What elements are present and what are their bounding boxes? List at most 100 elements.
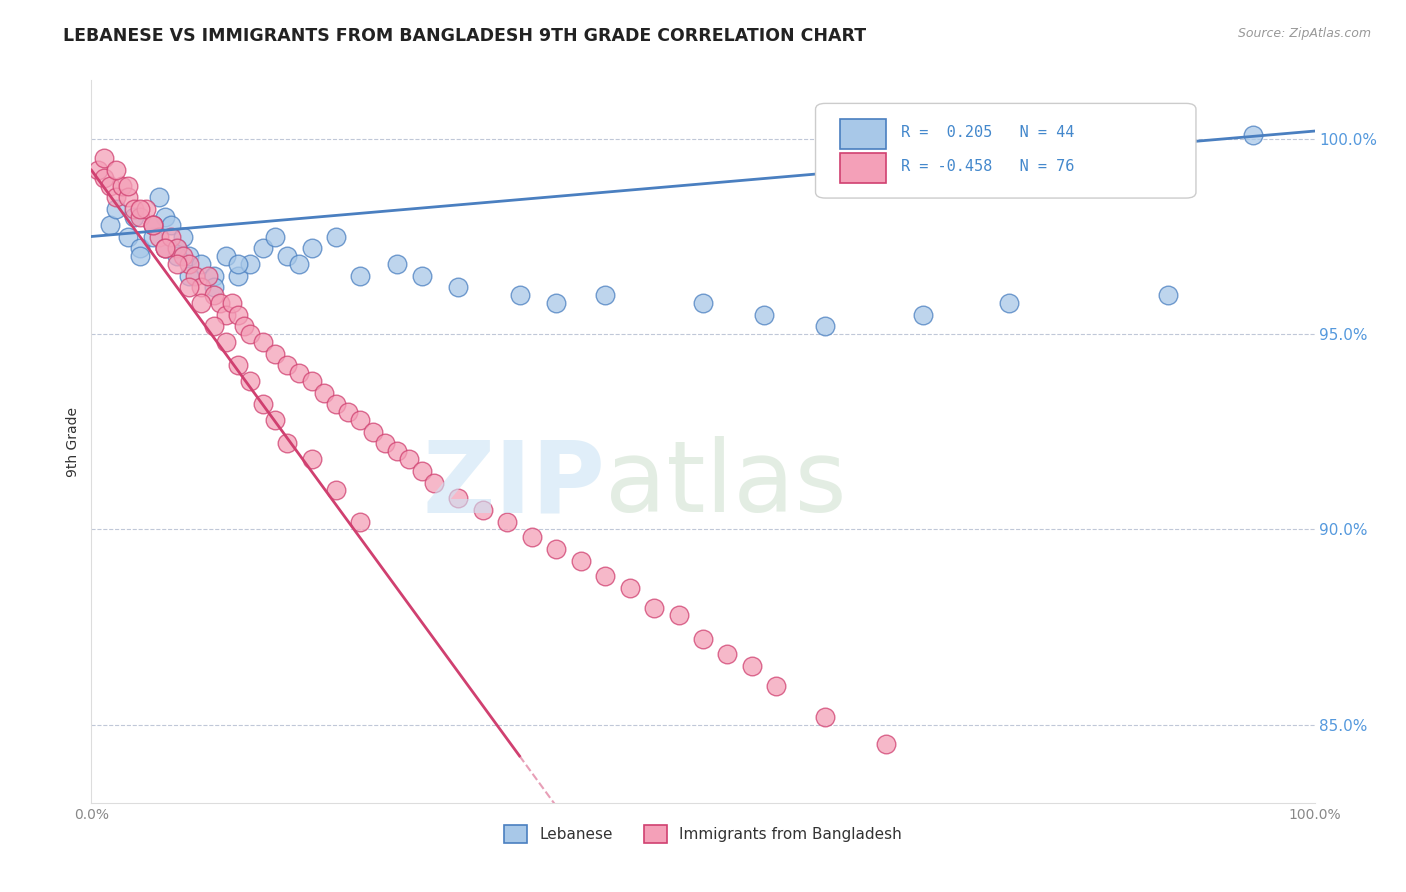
Text: ZIP: ZIP	[422, 436, 605, 533]
Point	[129, 249, 152, 263]
Point	[239, 257, 262, 271]
Point	[129, 210, 152, 224]
Point	[1157, 288, 1180, 302]
Point	[423, 475, 446, 490]
Point	[325, 229, 347, 244]
Point	[264, 229, 287, 244]
Point	[765, 679, 787, 693]
Point	[520, 530, 543, 544]
Text: R =  0.205   N = 44: R = 0.205 N = 44	[901, 125, 1074, 140]
Point	[276, 436, 298, 450]
Point	[179, 280, 201, 294]
Point	[411, 464, 433, 478]
Point	[1243, 128, 1265, 142]
Point	[153, 241, 176, 255]
Point	[692, 296, 714, 310]
FancyBboxPatch shape	[839, 153, 887, 183]
Text: LEBANESE VS IMMIGRANTS FROM BANGLADESH 9TH GRADE CORRELATION CHART: LEBANESE VS IMMIGRANTS FROM BANGLADESH 9…	[63, 27, 866, 45]
Point	[312, 385, 335, 400]
Point	[325, 397, 347, 411]
Point	[202, 288, 225, 302]
Point	[129, 241, 152, 255]
Point	[814, 319, 837, 334]
Point	[104, 190, 127, 204]
Point	[111, 178, 134, 193]
Point	[374, 436, 396, 450]
Point	[122, 202, 145, 216]
Point	[93, 152, 115, 166]
Point	[166, 257, 188, 271]
Point	[325, 483, 347, 498]
Point	[160, 218, 183, 232]
Point	[643, 600, 665, 615]
Point	[98, 218, 121, 232]
Point	[264, 413, 287, 427]
Point	[226, 359, 249, 373]
Point	[496, 515, 519, 529]
Text: R = -0.458   N = 76: R = -0.458 N = 76	[901, 160, 1074, 175]
Point	[179, 257, 201, 271]
Point	[148, 190, 170, 204]
Point	[141, 218, 163, 232]
Point	[153, 241, 176, 255]
Point	[252, 241, 274, 255]
Point	[202, 280, 225, 294]
Point	[190, 280, 212, 294]
Point	[117, 178, 139, 193]
Point	[86, 163, 108, 178]
Point	[471, 503, 494, 517]
Point	[129, 202, 152, 216]
FancyBboxPatch shape	[815, 103, 1197, 198]
Point	[569, 554, 592, 568]
Point	[252, 334, 274, 349]
Point	[546, 296, 568, 310]
Legend: Lebanese, Immigrants from Bangladesh: Lebanese, Immigrants from Bangladesh	[498, 819, 908, 849]
Point	[122, 210, 145, 224]
Point	[117, 190, 139, 204]
Point	[153, 241, 176, 255]
FancyBboxPatch shape	[839, 119, 887, 149]
Point	[754, 308, 776, 322]
Point	[117, 229, 139, 244]
Point	[998, 296, 1021, 310]
Point	[264, 346, 287, 360]
Point	[385, 444, 409, 458]
Point	[135, 202, 157, 216]
Point	[190, 296, 212, 310]
Point	[208, 296, 231, 310]
Point	[104, 163, 127, 178]
Point	[202, 268, 225, 283]
Point	[166, 241, 188, 255]
Point	[619, 581, 641, 595]
Point	[226, 308, 249, 322]
Point	[179, 249, 201, 263]
Point	[172, 229, 194, 244]
Point	[215, 334, 238, 349]
Point	[197, 268, 219, 283]
Point	[141, 229, 163, 244]
Point	[337, 405, 360, 419]
Point	[546, 541, 568, 556]
Point	[385, 257, 409, 271]
Point	[252, 397, 274, 411]
Point	[153, 210, 176, 224]
Point	[190, 257, 212, 271]
Text: atlas: atlas	[605, 436, 846, 533]
Point	[288, 257, 311, 271]
Point	[301, 241, 323, 255]
Point	[668, 608, 690, 623]
Point	[361, 425, 384, 439]
Point	[221, 296, 243, 310]
Point	[172, 249, 194, 263]
Point	[349, 413, 371, 427]
Point	[239, 374, 262, 388]
Point	[202, 319, 225, 334]
Point	[233, 319, 256, 334]
Point	[398, 452, 420, 467]
Point	[349, 515, 371, 529]
Point	[104, 202, 127, 216]
Point	[447, 491, 470, 505]
Point	[226, 257, 249, 271]
Point	[215, 249, 238, 263]
Point	[741, 659, 763, 673]
